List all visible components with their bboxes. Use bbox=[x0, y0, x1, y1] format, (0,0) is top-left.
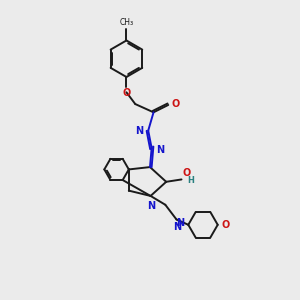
Text: N: N bbox=[147, 201, 155, 211]
Text: O: O bbox=[182, 168, 190, 178]
Text: N: N bbox=[177, 218, 185, 228]
Text: N: N bbox=[156, 145, 164, 155]
Text: O: O bbox=[221, 220, 230, 230]
Text: O: O bbox=[122, 88, 130, 98]
Text: N: N bbox=[173, 222, 181, 232]
Text: N: N bbox=[135, 126, 143, 136]
Text: H: H bbox=[187, 176, 194, 185]
Text: O: O bbox=[171, 99, 179, 110]
Text: CH₃: CH₃ bbox=[119, 18, 134, 27]
